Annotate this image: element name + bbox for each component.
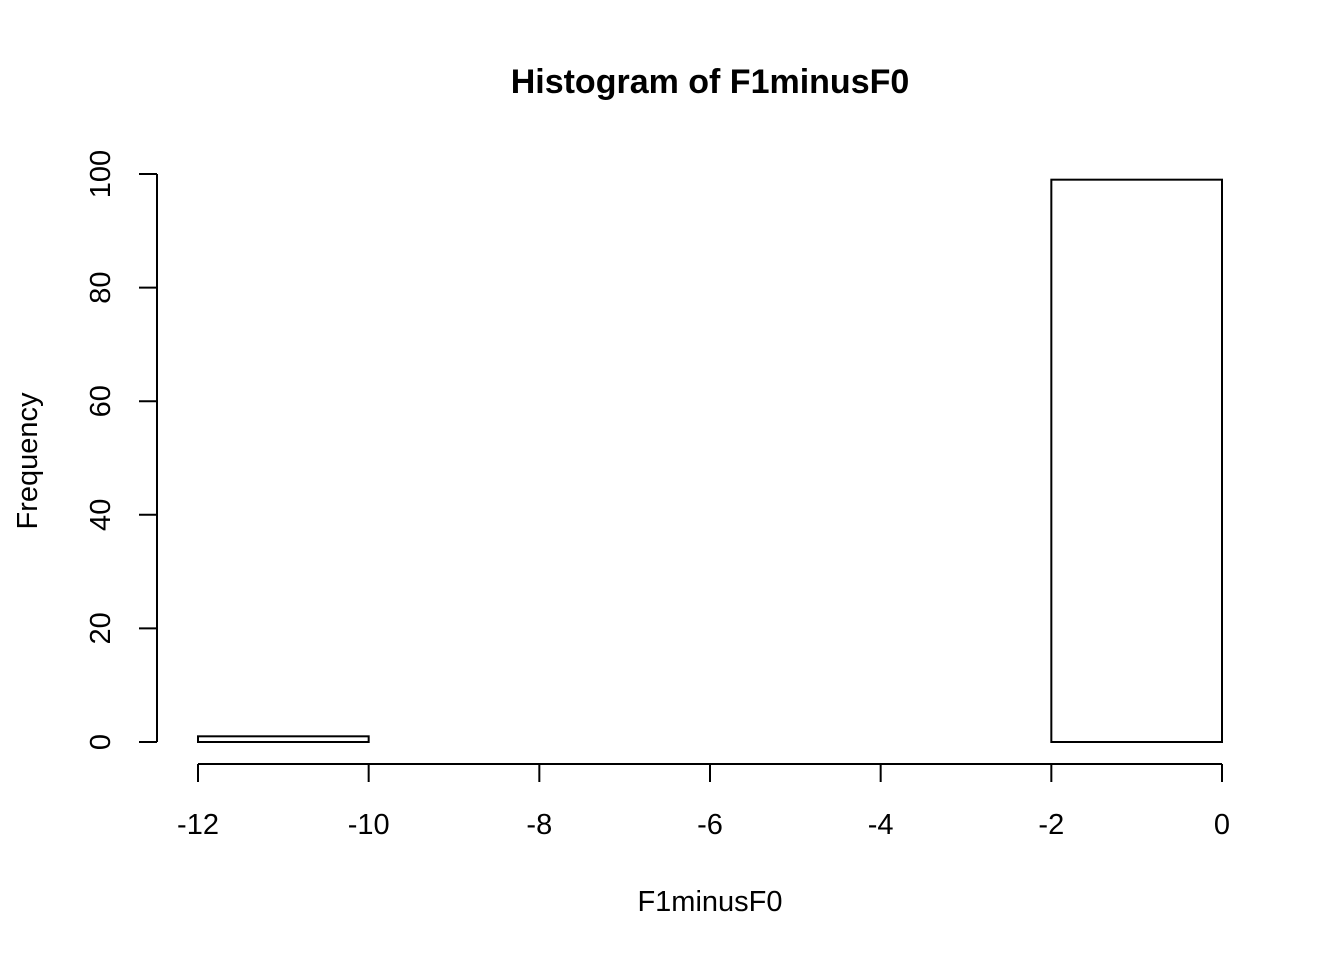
x-tick-label: -12 [177, 809, 219, 841]
x-tick-label: -4 [868, 809, 894, 841]
y-tick-label: 20 [85, 612, 117, 644]
x-tick-label: -10 [348, 809, 390, 841]
y-tick-label: 0 [85, 734, 117, 750]
x-axis: -12 -10 -8 -6 -4 -2 0 [177, 763, 1230, 841]
histogram-bar-5 [1050, 178, 1224, 743]
y-axis-label: Frequency [12, 392, 44, 530]
y-tick-label: 60 [85, 385, 117, 417]
y-axis: 0 20 40 60 80 100 [85, 150, 158, 750]
chart-title: Histogram of F1minusF0 [511, 63, 910, 101]
histogram-bars [197, 178, 1224, 744]
y-tick-label: 100 [85, 150, 117, 198]
x-tick-label: 0 [1214, 809, 1230, 841]
y-tick-label: 80 [85, 271, 117, 303]
histogram-bar-0 [197, 735, 370, 744]
x-tick-label: -6 [697, 809, 723, 841]
x-axis-label: F1minusF0 [637, 886, 782, 918]
x-tick-label: -8 [526, 809, 552, 841]
x-tick-label: -2 [1038, 809, 1064, 841]
y-tick-label: 40 [85, 499, 117, 531]
